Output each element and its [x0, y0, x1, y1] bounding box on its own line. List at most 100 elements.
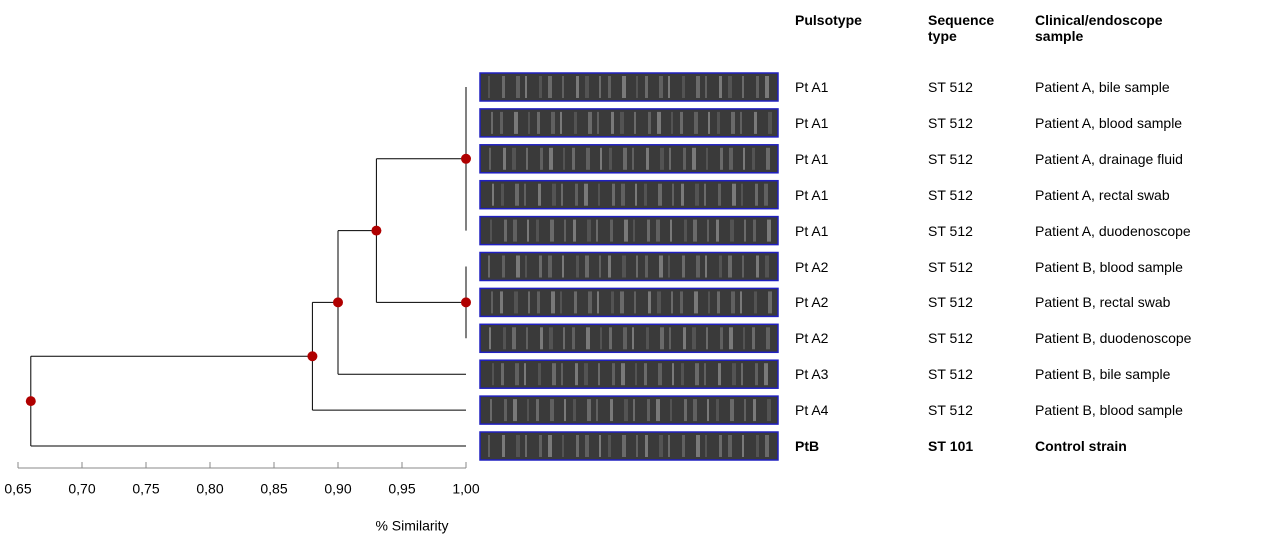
gel-band: [694, 112, 698, 134]
gel-band: [659, 256, 663, 278]
gel-band: [660, 148, 664, 170]
node: [307, 351, 317, 361]
gel-band: [513, 220, 517, 242]
sequence-type: ST 512: [928, 330, 973, 346]
gel-band: [707, 399, 709, 421]
x-tick-label: 0,95: [388, 481, 415, 497]
gel-band: [588, 291, 592, 313]
gel-band: [668, 76, 670, 98]
gel-band: [636, 435, 638, 457]
gel-band: [682, 256, 685, 278]
gel-band: [575, 363, 578, 385]
gel-band: [549, 148, 553, 170]
gel-band: [488, 435, 490, 457]
gel-band: [575, 184, 578, 206]
gel-band: [599, 76, 601, 98]
figure: % Similarity 0,650,700,750,800,850,900,9…: [0, 0, 1263, 539]
gel-band: [609, 327, 612, 349]
gel-band: [527, 220, 529, 242]
gel-band: [765, 76, 769, 98]
sequence-type: ST 101: [928, 438, 973, 454]
gel-band: [752, 148, 755, 170]
sample: Patient B, duodenoscope: [1035, 330, 1191, 346]
gel-band: [608, 435, 611, 457]
gel-band: [574, 112, 577, 134]
gel-band: [600, 148, 602, 170]
sequence-type: ST 512: [928, 366, 973, 382]
gel-band: [501, 184, 504, 206]
gel-band: [718, 184, 721, 206]
gel-band: [706, 148, 708, 170]
gel-band: [502, 435, 505, 457]
gel-band: [648, 112, 651, 134]
gel-band: [516, 76, 520, 98]
gel-band: [597, 112, 599, 134]
gel-band: [705, 76, 707, 98]
gel-band: [610, 399, 613, 421]
gel-band: [707, 220, 709, 242]
gel-band: [684, 220, 687, 242]
gel-band: [562, 256, 564, 278]
gel-band: [728, 256, 732, 278]
gel-band: [659, 76, 663, 98]
gel-band: [741, 363, 743, 385]
gel-band: [513, 399, 517, 421]
gel-band: [670, 399, 672, 421]
gel-band: [525, 435, 527, 457]
x-tick-label: 0,65: [4, 481, 31, 497]
x-tick-label: 0,90: [324, 481, 351, 497]
gel-band: [656, 399, 660, 421]
gel-band: [742, 435, 744, 457]
gel-band: [681, 363, 684, 385]
gel-band: [767, 399, 771, 421]
gel-band: [744, 220, 746, 242]
gel-band: [681, 184, 684, 206]
sample: Patient B, rectal swab: [1035, 294, 1170, 310]
gel-band: [718, 363, 721, 385]
gel-band: [599, 435, 601, 457]
gel-band: [564, 220, 566, 242]
gel-band: [647, 399, 650, 421]
gel-band: [548, 76, 552, 98]
sequence-type: ST 512: [928, 187, 973, 203]
gel-band: [528, 291, 530, 313]
x-tick-label: 0,70: [68, 481, 95, 497]
sequence-type: ST 512: [928, 402, 973, 418]
gel-band: [611, 112, 614, 134]
gel-band: [728, 435, 732, 457]
gel-band: [551, 112, 555, 134]
gel-band: [670, 220, 672, 242]
gel-band: [672, 363, 674, 385]
gel-band: [755, 363, 758, 385]
gel-band: [764, 184, 768, 206]
gel-band: [550, 399, 554, 421]
sample: Patient B, blood sample: [1035, 402, 1183, 418]
gel-band: [537, 112, 540, 134]
gel-band: [598, 184, 600, 206]
gel-band: [512, 327, 516, 349]
gel-band: [693, 399, 697, 421]
sample: Patient B, blood sample: [1035, 259, 1183, 275]
gel-band: [756, 256, 759, 278]
gel-band: [632, 327, 634, 349]
gel-band: [646, 327, 649, 349]
gel-band: [632, 148, 634, 170]
gel-band: [659, 435, 663, 457]
sequence-type: ST 512: [928, 294, 973, 310]
gel-band: [755, 184, 758, 206]
gel-band: [754, 112, 757, 134]
gel-band: [729, 327, 733, 349]
gel-band: [503, 327, 506, 349]
gel-band: [612, 184, 615, 206]
gel-band: [752, 327, 755, 349]
gel-band: [729, 148, 733, 170]
gel-band: [500, 112, 503, 134]
gel-band: [500, 291, 503, 313]
x-tick-label: 0,85: [260, 481, 287, 497]
gel-band: [515, 184, 519, 206]
gel-band: [576, 256, 579, 278]
sample: Patient A, blood sample: [1035, 115, 1182, 131]
pulsotype: PtB: [795, 438, 819, 454]
gel-band: [574, 291, 577, 313]
gel-band: [562, 435, 564, 457]
